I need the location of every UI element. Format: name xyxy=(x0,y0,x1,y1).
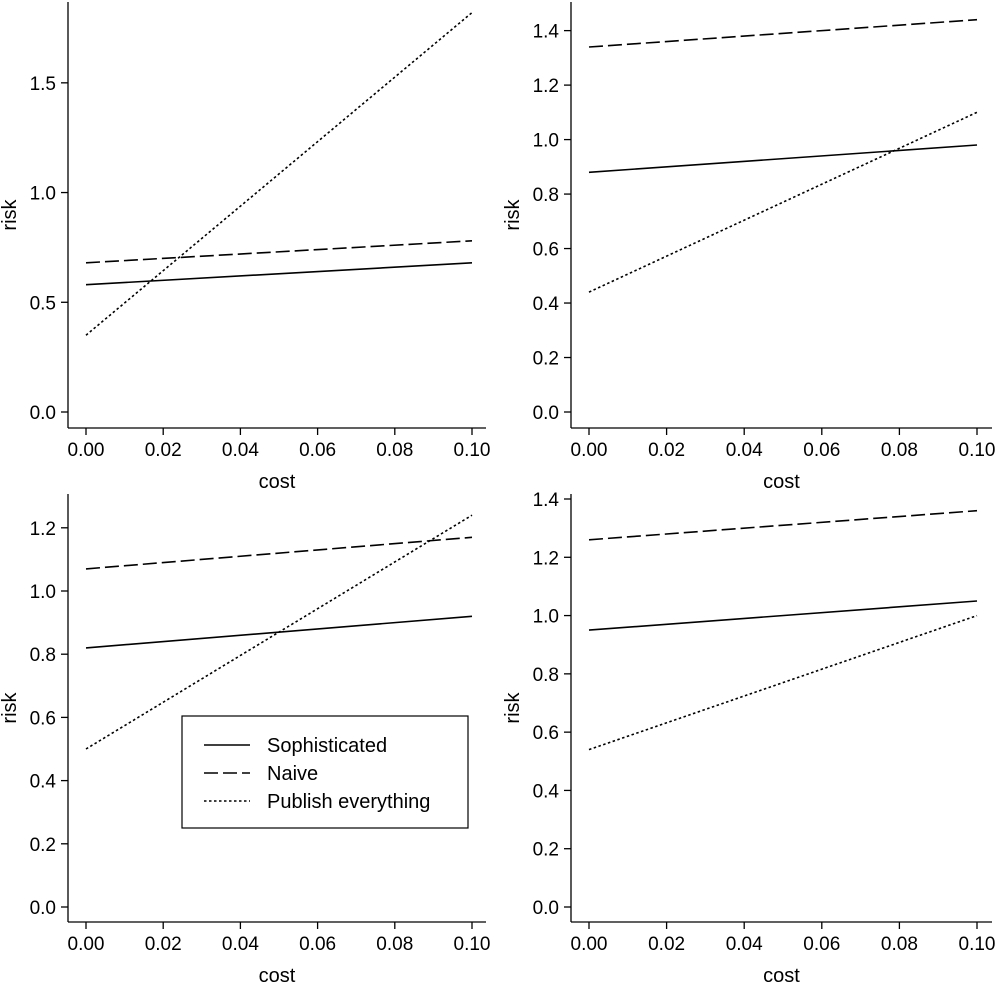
y-tick-label: 1.0 xyxy=(30,582,56,603)
x-tick-label: 0.06 xyxy=(299,440,336,461)
series-line-dotted xyxy=(588,614,978,751)
x-tick-label: 0.04 xyxy=(726,934,763,955)
y-tick-label: 1.5 xyxy=(30,74,56,95)
x-tick-label: 0.10 xyxy=(959,934,996,955)
chart-panel-4: 0.00 0.02 0.04 0.06 0.08 0.10 0.0 0.2 0.4 0.6 0.8 1… xyxy=(502,490,995,985)
series-line-dotted xyxy=(85,11,473,336)
x-tick-label: 0.06 xyxy=(299,934,336,955)
y-tick-label: 0.8 xyxy=(533,665,559,686)
x-tick-label: 0.08 xyxy=(376,440,413,461)
y-tick-label: 0.6 xyxy=(30,708,56,729)
y-tick-label: 0.0 xyxy=(533,898,559,919)
series-line-dashed xyxy=(85,536,473,570)
series-line-dashed xyxy=(85,240,473,264)
y-tick-label: 1.4 xyxy=(533,490,560,511)
series-line-dotted xyxy=(588,111,978,293)
x-tick-label: 0.08 xyxy=(881,934,918,955)
x-axis-title: cost xyxy=(763,965,800,985)
x-tick-label: 0.02 xyxy=(145,440,182,461)
x-tick-label: 0.00 xyxy=(68,934,105,955)
series-line-solid xyxy=(588,600,978,631)
y-tick-label: 0.2 xyxy=(533,349,559,370)
x-tick-label: 0.04 xyxy=(222,934,259,955)
chart-panel-2: 0.00 0.02 0.04 0.06 0.08 0.10 0.0 0.2 0.4 0.6 0.8 1… xyxy=(502,2,995,493)
y-axis-title: risk xyxy=(0,198,21,230)
x-tick-label: 0.08 xyxy=(881,440,918,461)
x-tick-label: 0.02 xyxy=(648,440,685,461)
series-line-dashed xyxy=(588,509,978,541)
y-tick-label: 0.6 xyxy=(533,723,559,744)
x-tick-label: 0.00 xyxy=(571,934,608,955)
y-tick-label: 0.2 xyxy=(30,835,56,856)
x-axis-title: cost xyxy=(259,471,296,493)
y-tick-label: 0.6 xyxy=(533,240,559,261)
x-tick-label: 0.10 xyxy=(454,934,491,955)
x-tick-label: 0.04 xyxy=(726,440,763,461)
legend-label: Naive xyxy=(267,763,318,785)
x-axis-title: cost xyxy=(259,965,296,985)
y-tick-label: 1.2 xyxy=(30,519,56,540)
legend-label: Sophisticated xyxy=(267,735,387,757)
y-tick-label: 1.2 xyxy=(533,76,559,97)
y-tick-label: 1.0 xyxy=(30,184,56,205)
y-tick-label: 0.0 xyxy=(533,403,559,424)
legend-label: Publish everything xyxy=(267,791,430,813)
y-tick-label: 0.4 xyxy=(533,294,560,315)
x-tick-label: 0.00 xyxy=(571,440,608,461)
legend-box xyxy=(181,715,469,829)
x-tick-label: 0.10 xyxy=(454,440,491,461)
x-tick-label: 0.00 xyxy=(68,440,105,461)
x-axis-title: cost xyxy=(763,471,800,493)
x-tick-label: 0.04 xyxy=(222,440,259,461)
x-tick-label: 0.10 xyxy=(959,440,996,461)
y-tick-label: 0.0 xyxy=(30,403,56,424)
y-tick-label: 0.4 xyxy=(533,781,560,802)
x-tick-label: 0.08 xyxy=(376,934,413,955)
y-axis-title: risk xyxy=(0,691,21,723)
y-tick-label: 0.0 xyxy=(30,898,56,919)
series-line-dotted xyxy=(85,514,473,750)
series-line-dashed xyxy=(588,18,978,48)
x-tick-label: 0.06 xyxy=(803,934,840,955)
y-tick-label: 0.4 xyxy=(30,772,57,793)
chart-panel-3: 0.00 0.02 0.04 0.06 0.08 0.10 0.0 0.2 0.4 0.6 0.8 1… xyxy=(0,494,490,985)
y-tick-label: 0.2 xyxy=(533,840,559,861)
series-line-solid xyxy=(588,144,978,174)
x-tick-label: 0.02 xyxy=(648,934,685,955)
legend: Sophisticated Naive Publish everything xyxy=(181,715,469,829)
x-tick-label: 0.02 xyxy=(145,934,182,955)
y-axis-title: risk xyxy=(502,198,524,230)
y-tick-label: 0.8 xyxy=(533,185,559,206)
chart-panel-1: 0.00 0.02 0.04 0.06 0.08 0.10 0.0 0.5 1.0 1.5 cost… xyxy=(0,2,490,493)
y-axis-title: risk xyxy=(502,691,524,723)
y-tick-label: 1.0 xyxy=(533,131,559,152)
series-line-solid xyxy=(85,262,473,286)
x-tick-label: 0.06 xyxy=(803,440,840,461)
y-tick-label: 0.8 xyxy=(30,645,56,666)
y-tick-label: 0.5 xyxy=(30,293,56,314)
y-tick-label: 1.4 xyxy=(533,22,560,43)
y-tick-label: 1.2 xyxy=(533,548,559,569)
y-tick-label: 1.0 xyxy=(533,607,559,628)
